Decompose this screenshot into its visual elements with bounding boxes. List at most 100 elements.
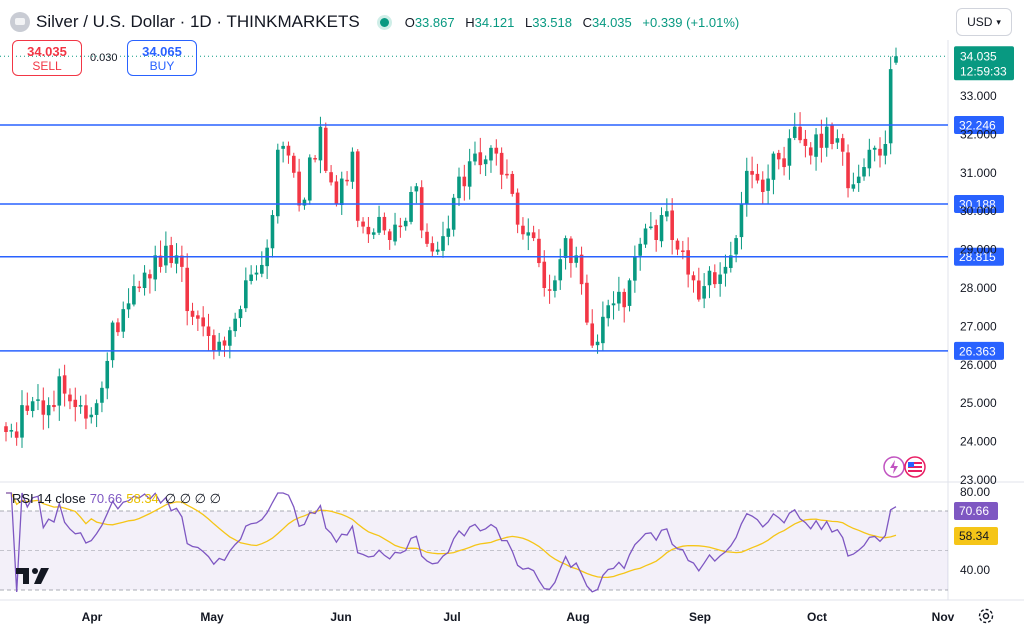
tradingview-logo-icon[interactable] — [16, 566, 52, 586]
candle-body — [798, 126, 802, 141]
candle-body — [744, 170, 749, 205]
candle-body — [883, 144, 888, 156]
rsi-value: 70.66 — [89, 491, 123, 506]
candle-body — [569, 238, 573, 264]
candle-body — [105, 360, 110, 389]
candle-body — [350, 151, 355, 182]
settings-gear-icon[interactable] — [976, 606, 996, 626]
candle-body — [329, 172, 333, 183]
candle-body — [4, 426, 8, 432]
candle-body — [681, 250, 685, 252]
candle-body — [387, 231, 392, 240]
candle-body — [244, 280, 248, 309]
candle-body — [622, 291, 627, 308]
candle-body — [531, 232, 536, 239]
candle-body — [718, 274, 722, 284]
candle-body — [734, 238, 738, 255]
candle-body — [856, 176, 861, 184]
candle-body — [260, 264, 264, 274]
symbol-title[interactable]: Silver / U.S. Dollar · 1D · THINKMARKETS — [36, 12, 360, 31]
candle-body — [355, 151, 360, 221]
candle-body — [414, 186, 419, 192]
candle-body — [846, 152, 850, 189]
candle-body — [281, 145, 285, 149]
candle-body — [707, 270, 712, 286]
candle-body — [137, 286, 142, 289]
sell-button[interactable]: 34.035 SELL — [12, 40, 82, 76]
level-price-tag — [954, 115, 1004, 134]
candle-body — [590, 323, 595, 346]
candle-body — [515, 192, 520, 225]
candle-body — [558, 259, 563, 281]
candle-body — [872, 147, 877, 150]
candle-body — [46, 405, 51, 416]
price-axis-label: 27.000 — [960, 319, 997, 333]
candle-body — [425, 231, 429, 244]
candle-body — [398, 225, 403, 228]
price-axis-label: 30.000 — [960, 204, 997, 218]
buy-button[interactable]: 34.065 BUY — [127, 40, 197, 76]
currency-dropdown[interactable]: USD ▾ — [956, 8, 1012, 36]
candle-body — [419, 187, 424, 231]
candle-body — [542, 261, 547, 288]
candle-body — [142, 272, 147, 289]
symbol-header[interactable]: Silver / U.S. Dollar · 1D · THINKMARKETS… — [10, 8, 739, 36]
candle-body — [505, 173, 509, 176]
candle-body — [409, 192, 413, 222]
rsi-ma-label: 58.34 — [959, 529, 989, 543]
spread-value: 0.030 — [90, 52, 118, 64]
candle-body — [174, 255, 179, 264]
candle-body — [617, 291, 621, 304]
open-key: O — [404, 14, 415, 30]
level-price-label: 28.815 — [959, 250, 996, 264]
chevron-down-icon: ▾ — [996, 16, 1001, 27]
candle-body — [814, 134, 818, 157]
candle-body — [318, 126, 323, 161]
candle-body — [760, 179, 765, 192]
candle-body — [643, 228, 648, 245]
candle-body — [249, 274, 253, 281]
sell-price: 34.035 — [27, 44, 67, 59]
candle-body — [739, 203, 744, 238]
price-axis-label: 33.000 — [960, 89, 997, 103]
candle-body — [435, 249, 440, 252]
market-open-icon — [379, 17, 389, 27]
candle-body — [787, 138, 792, 166]
candle-body — [89, 414, 94, 418]
candle-body — [654, 225, 658, 240]
last-price-value: 34.035 — [960, 49, 997, 63]
candle-body — [57, 376, 62, 406]
close-value: 34.035 — [592, 14, 632, 30]
flash-and-flag-icons[interactable] — [883, 456, 927, 478]
candle-body — [659, 215, 664, 242]
candle-body — [30, 401, 35, 412]
time-axis-label: Jul — [443, 610, 460, 624]
last-price-tag — [954, 46, 1014, 81]
candle-body — [483, 159, 488, 165]
candle-body — [446, 228, 451, 237]
candle-body — [670, 210, 674, 240]
candle-body — [553, 280, 557, 291]
rsi-legend[interactable]: RSI 14 close 70.66 58.34 ∅ ∅ ∅ ∅ — [12, 491, 221, 507]
candle-body — [212, 335, 216, 352]
level-lines: 32.246 30.188 28.815 26.363 — [0, 115, 1004, 360]
rsi-value-tag — [954, 502, 998, 520]
candle-body — [665, 211, 669, 217]
ohlc-values: O33.867 H34.121 L33.518 C34.035 +0.339 (… — [405, 15, 740, 30]
rsi-hidden-values: ∅ ∅ ∅ ∅ — [164, 491, 221, 506]
candle-body — [633, 257, 637, 281]
rsi-pane — [0, 492, 948, 593]
candle-body — [84, 405, 88, 419]
candle-body — [782, 158, 786, 168]
candle-body — [121, 309, 126, 332]
candle-body — [291, 155, 296, 173]
rsi-axis-label: 80.00 — [960, 485, 990, 499]
candle-body — [164, 245, 168, 266]
candle-body — [691, 275, 696, 281]
candle-body — [132, 286, 136, 305]
candle-body — [302, 199, 307, 206]
time-axis-label: Nov — [932, 610, 955, 624]
candle-body — [494, 147, 499, 154]
candle-body — [595, 341, 600, 346]
